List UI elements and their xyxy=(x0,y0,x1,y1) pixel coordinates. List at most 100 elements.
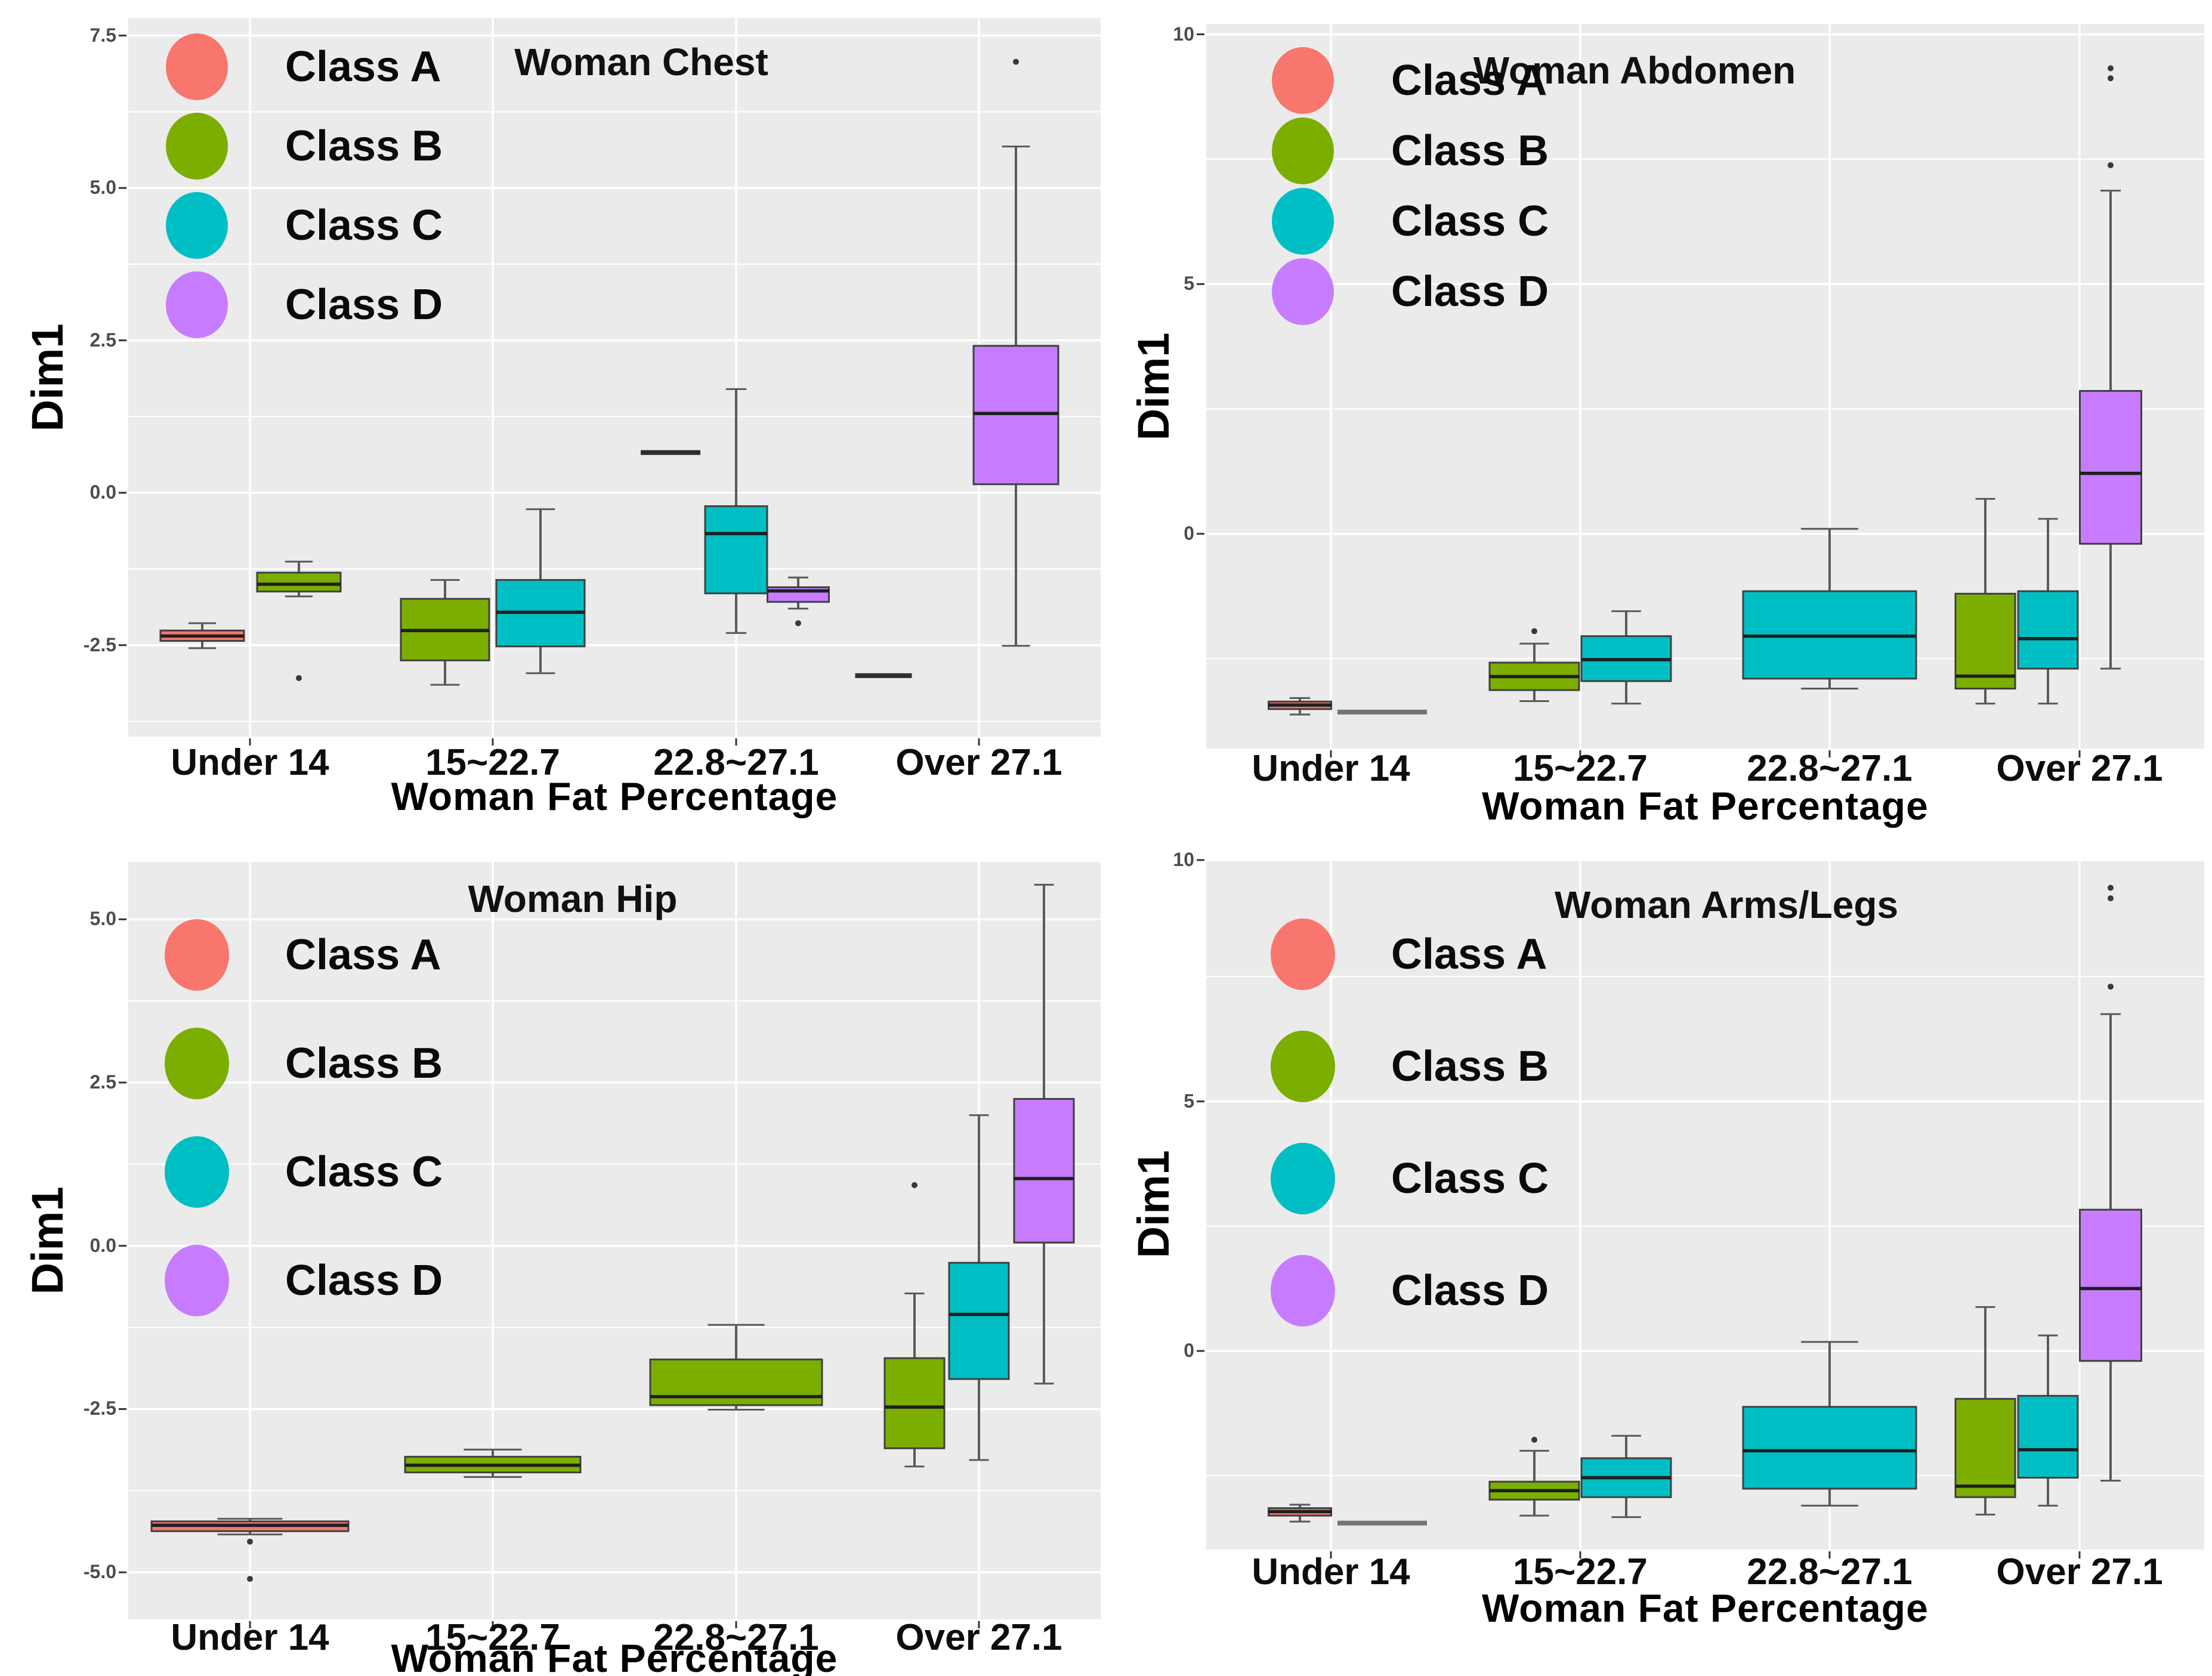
outlier-point xyxy=(2108,162,2114,168)
y-axis-title: Dim1 xyxy=(23,1186,72,1295)
y-tick-label: 7.5 xyxy=(89,24,116,46)
iqr-box xyxy=(1742,1406,1917,1490)
iqr-box xyxy=(704,505,768,595)
iqr-box xyxy=(1954,592,2016,690)
legend-label: Class C xyxy=(285,202,443,249)
x-category-label: 15~22.7 xyxy=(425,1617,560,1658)
outlier-point xyxy=(247,1576,253,1582)
boxplot-box-group xyxy=(1742,528,1917,690)
boxplot-box-group xyxy=(1337,709,1427,715)
iqr-box xyxy=(948,1261,1010,1380)
boxplot-box-group xyxy=(1268,1504,1332,1523)
y-tick-label: 10 xyxy=(1173,849,1194,870)
boxplot-box-group xyxy=(1268,697,1332,716)
iqr-box xyxy=(1954,1397,2016,1498)
x-axis-title: Woman Fat Percentage xyxy=(1482,1586,1929,1630)
chart-title: Woman Arms/Legs xyxy=(1554,883,1899,926)
y-tick-label: 10 xyxy=(1173,23,1194,45)
legend-label: Class B xyxy=(1391,127,1549,175)
boxplot-box-group xyxy=(972,58,1059,647)
boxplot-box-group xyxy=(495,508,586,675)
boxplot-box-group xyxy=(649,1324,823,1411)
x-axis-title: Woman Fat Percentage xyxy=(1482,784,1929,828)
legend-label: Class C xyxy=(285,1148,443,1196)
legend-swatch-class-a xyxy=(165,919,229,991)
boxplot-canvas xyxy=(119,18,1101,746)
outlier-point xyxy=(2108,75,2114,82)
y-axis-title: Dim1 xyxy=(1129,332,1178,440)
legend-label: Class D xyxy=(285,281,443,329)
x-category-label: Under 14 xyxy=(171,1617,329,1658)
legend-swatch-class-b xyxy=(1272,117,1334,184)
outlier-point xyxy=(296,675,302,681)
boxplot-box-group xyxy=(159,622,245,650)
boxplot-box-group xyxy=(641,450,700,455)
boxplot-box-group xyxy=(1742,1341,1917,1507)
legend-swatch-class-b xyxy=(1271,1031,1335,1102)
x-category-label: Under 14 xyxy=(171,742,329,783)
y-tick-label: 0.0 xyxy=(89,481,116,503)
y-tick-label: 5 xyxy=(1184,1090,1194,1112)
chart-woman-chest: 7.5 5.0 2.5 0.0 -2.5 Under 14 15~22.7 22.8~27.1… xyxy=(0,0,1106,838)
legend-swatch-class-d xyxy=(1272,258,1334,325)
legend-swatch-class-a xyxy=(1272,47,1334,114)
legend-swatch-class-b xyxy=(166,113,228,180)
y-tick-label: 0.0 xyxy=(89,1234,116,1256)
y-tick-label: -2.5 xyxy=(83,1397,116,1420)
iqr-box xyxy=(2017,590,2079,670)
x-category-label: Over 27.1 xyxy=(1996,1551,2163,1592)
iqr-box xyxy=(2079,389,2142,545)
legend-label: Class B xyxy=(285,122,443,170)
legend-label: Class A xyxy=(1391,930,1547,978)
legend-label: Class B xyxy=(285,1040,443,1087)
boxplot-box-group xyxy=(2017,1334,2079,1507)
outlier-point xyxy=(1531,628,1537,635)
boxplot-box-group xyxy=(150,1517,350,1582)
x-category-label: Under 14 xyxy=(1252,748,1410,789)
legend-label: Class D xyxy=(1391,268,1549,316)
legend-swatch-class-c xyxy=(1272,188,1334,255)
chart-title: Woman Abdomen xyxy=(1473,49,1796,92)
iqr-box xyxy=(883,1357,946,1449)
boxplot-box-group xyxy=(2079,885,2142,1482)
outlier-point xyxy=(2108,885,2114,891)
boxplot-box-group xyxy=(1954,1306,2016,1516)
legend-label: Class A xyxy=(285,931,441,979)
x-category-label: 22.8~27.1 xyxy=(1747,1551,1913,1592)
legend-label: Class C xyxy=(1391,1155,1549,1202)
boxplot-box-group xyxy=(1488,1436,1580,1517)
legend-label: Class B xyxy=(1391,1043,1549,1090)
boxplot-box-group xyxy=(256,561,342,681)
y-tick-label: 0 xyxy=(1184,1339,1194,1361)
plot-panel xyxy=(128,862,1101,1619)
boxplot-box-group xyxy=(883,1182,946,1468)
outlier-point xyxy=(912,1182,917,1188)
degenerate-box-line xyxy=(1337,709,1427,715)
iqr-box xyxy=(1013,1097,1075,1244)
boxplot-box-group xyxy=(1580,1434,1672,1519)
plot-panel xyxy=(128,18,1101,737)
y-tick-label: 5.0 xyxy=(89,177,116,199)
boxplot-canvas xyxy=(119,862,1101,1628)
iqr-box xyxy=(2017,1394,2079,1479)
legend-swatch-class-d xyxy=(165,1245,229,1316)
chart-woman-abdomen: 10 5 0 Under 14 15~22.7 22.8~27.1 Over 27.1 Wom… xyxy=(1106,0,2212,838)
x-category-label: Over 27.1 xyxy=(895,1617,1062,1658)
y-tick-label: 2.5 xyxy=(89,1071,116,1093)
outlier-point xyxy=(1013,58,1019,65)
boxplot-box-group xyxy=(2079,65,2142,670)
outlier-point xyxy=(247,1538,253,1545)
legend-label: Class D xyxy=(285,1257,443,1304)
chart-woman-hip: 5.0 2.5 0.0 -2.5 -5.0 Under 14 15~22.7 22.8~27.… xyxy=(0,838,1106,1676)
y-tick-label: 2.5 xyxy=(89,329,116,351)
boxplot-box-group xyxy=(855,673,912,678)
y-tick-label: 5 xyxy=(1184,273,1194,295)
boxplot-box-group xyxy=(2017,518,2079,705)
x-axis-title: Woman Fat Percentage xyxy=(391,774,838,818)
x-category-label: 15~22.7 xyxy=(1513,748,1648,789)
boxplot-box-group xyxy=(1013,883,1075,1385)
degenerate-box-line xyxy=(855,673,912,678)
chart-title: Woman Hip xyxy=(468,877,678,920)
x-category-label: Under 14 xyxy=(1252,1551,1410,1592)
outlier-point xyxy=(795,620,801,626)
